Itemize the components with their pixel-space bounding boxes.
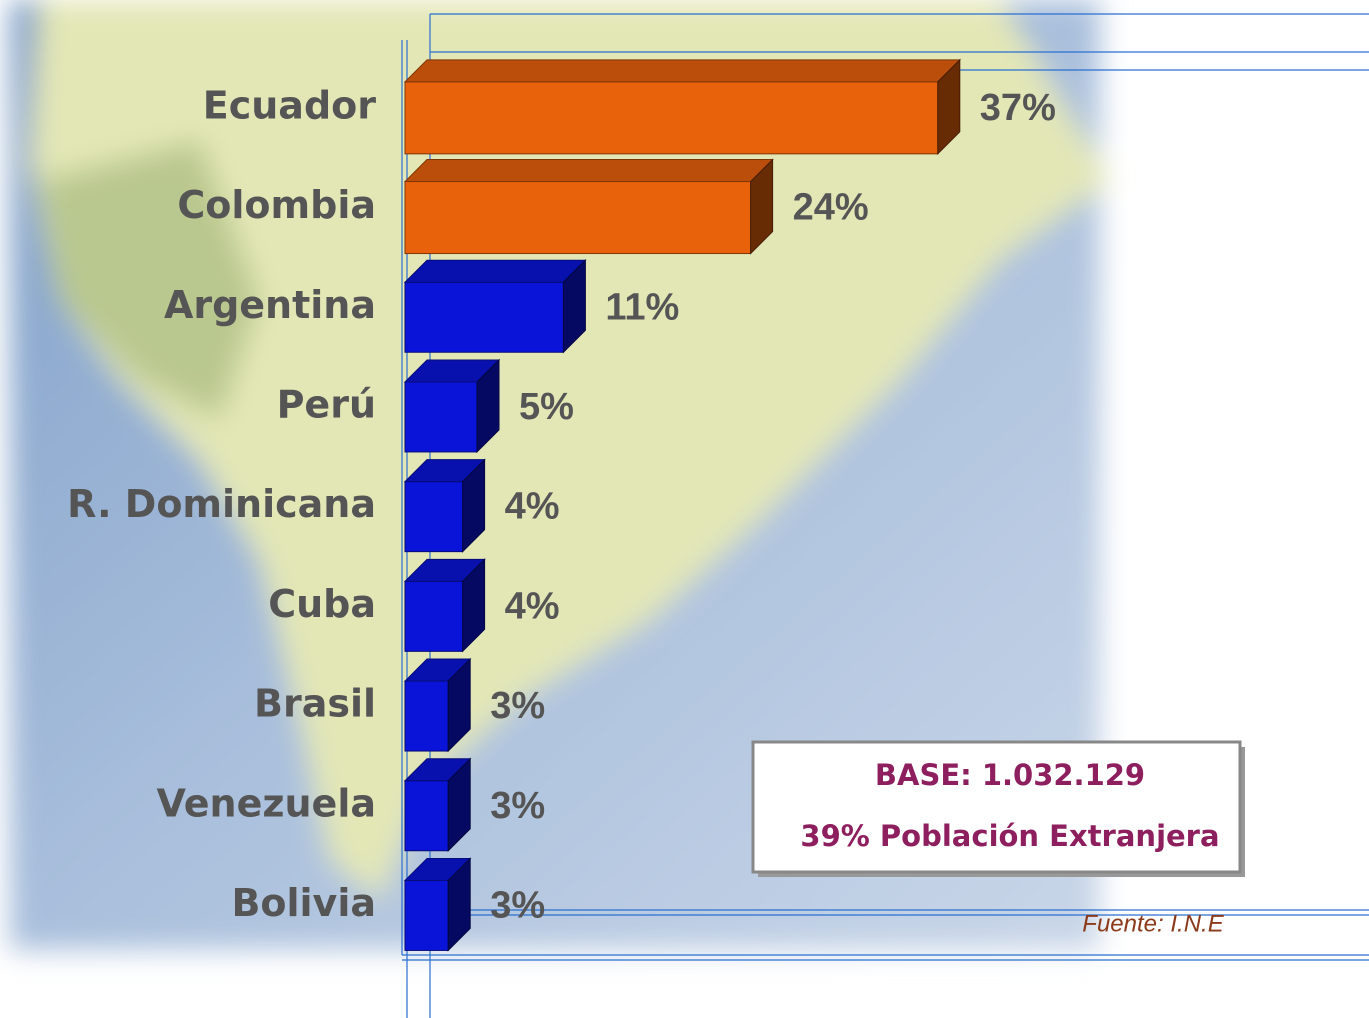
- category-label: Colombia: [177, 183, 376, 227]
- bar-front: [404, 580, 464, 652]
- category-label: Cuba: [268, 582, 376, 626]
- category-label: Ecuador: [203, 83, 376, 127]
- bar-front: [404, 680, 449, 752]
- bar-side: [562, 259, 586, 354]
- bar: [403, 259, 587, 354]
- bar-side: [937, 58, 961, 156]
- category-label: Venezuela: [156, 781, 376, 825]
- data-label: 24%: [793, 187, 869, 229]
- info-box: BASE: 1.032.129 39% Población Extranjera: [751, 740, 1245, 877]
- category-label: R. Dominicana: [67, 482, 376, 526]
- bar-front: [404, 381, 478, 453]
- bar-side: [462, 558, 486, 653]
- bar: [403, 657, 472, 753]
- bar-side: [462, 458, 486, 553]
- source-note: Fuente: I.N.E: [1082, 910, 1224, 937]
- bar: [403, 757, 472, 852]
- bar: [403, 458, 486, 553]
- bar-side: [447, 857, 471, 952]
- category-label: Bolivia: [231, 881, 376, 925]
- category-label: Perú: [277, 382, 376, 426]
- data-label: 5%: [519, 386, 574, 428]
- annotation: 39% Población Extranjera: [800, 819, 1219, 853]
- data-label: 4%: [505, 486, 560, 528]
- bar: [403, 857, 472, 952]
- bar-side: [447, 757, 471, 852]
- bar: [403, 158, 774, 255]
- data-label: 11%: [605, 286, 679, 328]
- data-label: 4%: [505, 585, 560, 627]
- bar-side: [447, 657, 471, 753]
- category-label: Brasil: [254, 682, 376, 726]
- bar-front: [404, 481, 464, 553]
- data-label: 3%: [490, 785, 545, 827]
- bar-top: [403, 259, 587, 283]
- annotation: BASE: 1.032.129: [875, 758, 1145, 792]
- bar-front: [404, 879, 449, 951]
- data-label: 3%: [490, 884, 545, 926]
- map-background: [10, 0, 1110, 950]
- bar: [403, 358, 501, 454]
- bar-side: [750, 158, 774, 255]
- bar-front: [404, 780, 449, 852]
- category-label: Argentina: [164, 283, 376, 327]
- bar: [403, 58, 962, 156]
- bar-top: [403, 59, 962, 83]
- data-label: 3%: [490, 685, 545, 727]
- bar-side: [476, 358, 500, 454]
- bar-front: [404, 81, 939, 155]
- box: [751, 740, 1242, 874]
- bar-top: [403, 159, 774, 183]
- bar-front: [404, 181, 752, 255]
- data-label: 37%: [980, 87, 1056, 129]
- bar-front: [404, 281, 564, 353]
- bar: [403, 558, 486, 653]
